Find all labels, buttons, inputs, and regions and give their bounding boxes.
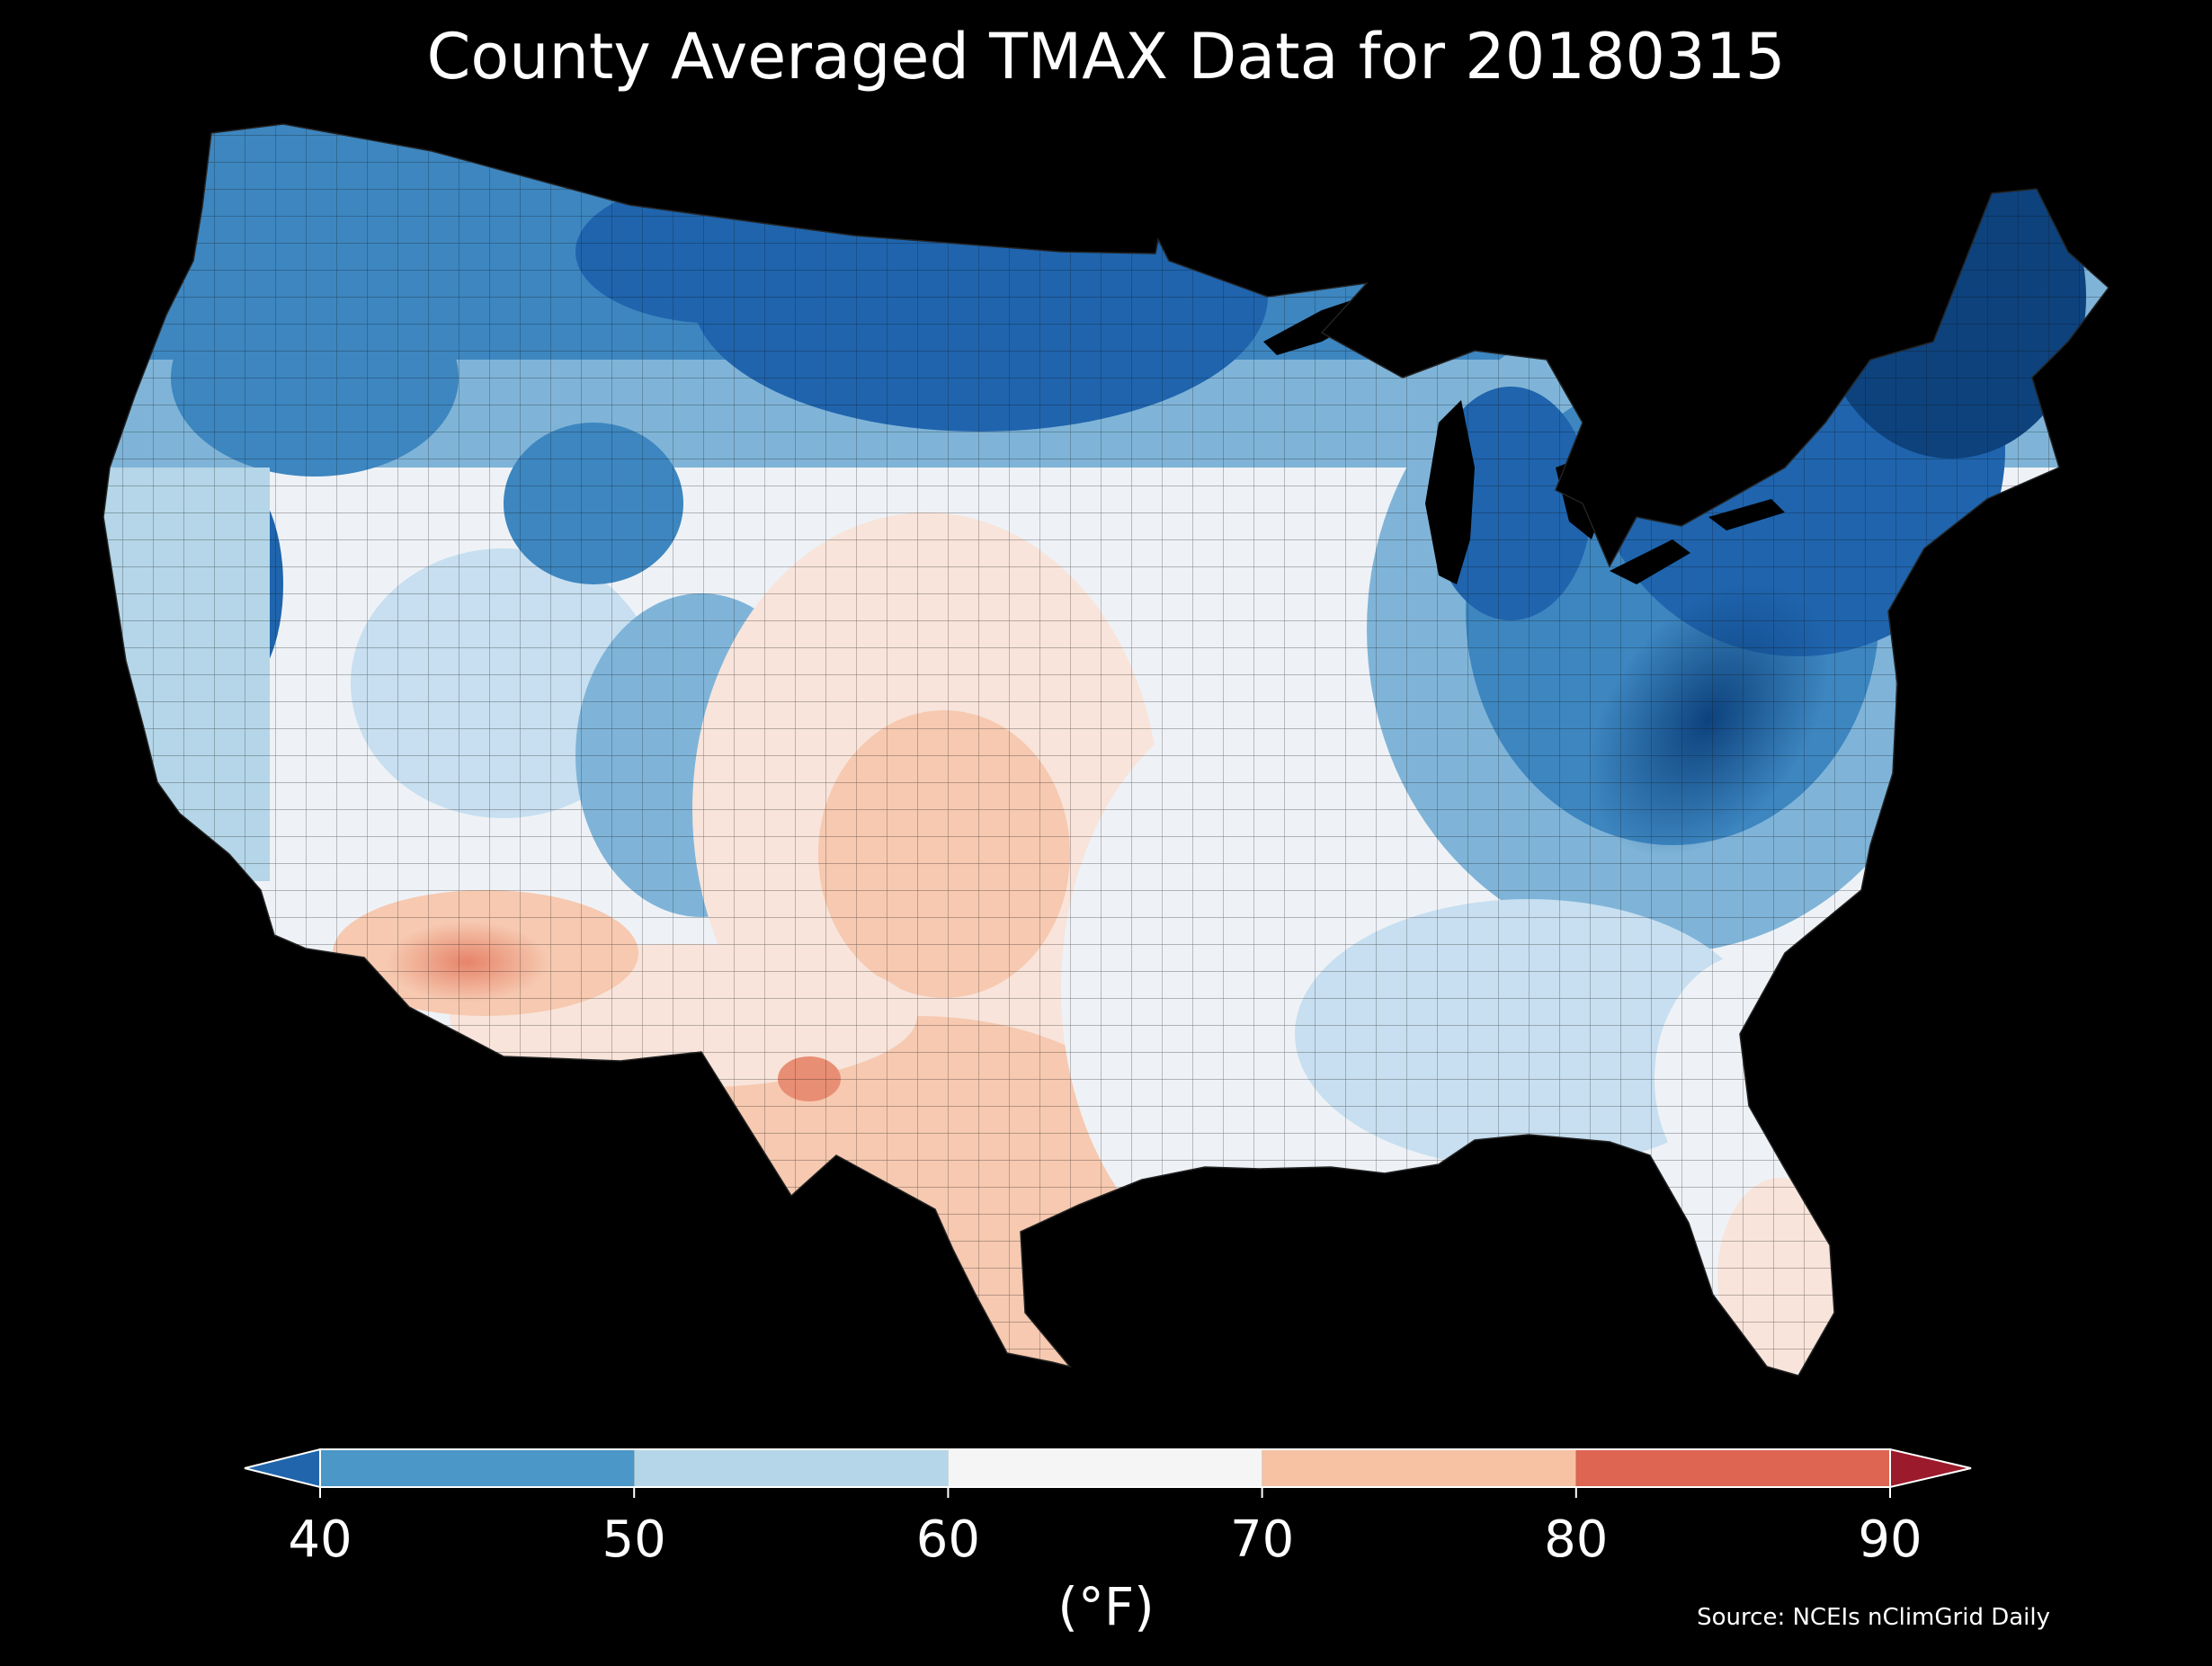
source-note: Source: NCEIs nClimGrid Daily [1697, 1604, 2050, 1631]
colorbar-frame [319, 1448, 1891, 1488]
colorbar-under-arrow [244, 1448, 321, 1489]
colorbar-tick-label: 90 [1858, 1510, 1922, 1569]
colorbar-tick-label: 70 [1229, 1510, 1295, 1569]
colorbar-tick-label: 50 [602, 1510, 666, 1569]
colorbar-bin-1 [634, 1449, 949, 1487]
colorbar-bin-0 [320, 1449, 635, 1487]
colorbar-tick-label: 60 [915, 1510, 981, 1569]
colorbar-bin-2 [948, 1449, 1262, 1487]
colorbar-unit-label: (°F) [1057, 1576, 1155, 1637]
colorbar-bin-3 [1262, 1449, 1576, 1487]
colorbar-over-arrow [1889, 1448, 1972, 1489]
map-title: County Averaged TMAX Data for 20180315 [426, 20, 1786, 94]
great-lakes [1263, 292, 1785, 584]
colorbar-tick-label: 80 [1544, 1510, 1609, 1569]
colorbar-tick-label: 40 [288, 1510, 352, 1569]
colorbar-bin-4 [1575, 1449, 1890, 1487]
